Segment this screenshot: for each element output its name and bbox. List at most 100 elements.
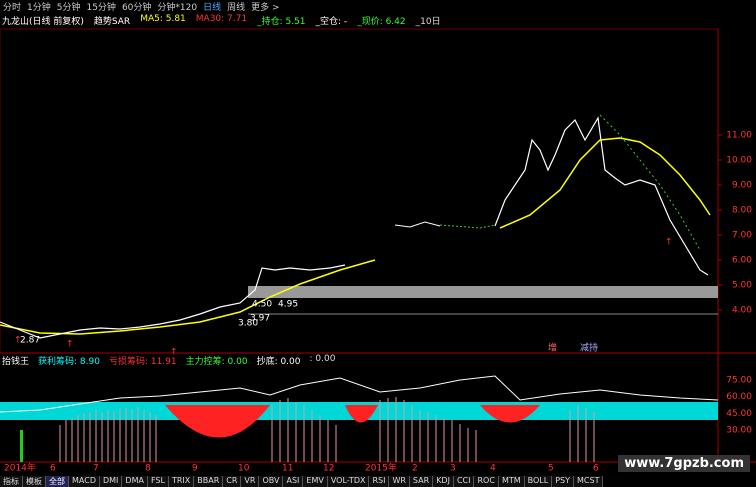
date-label: 8: [145, 464, 151, 474]
indicator-tab[interactable]: FSL: [147, 476, 169, 487]
indicator-tab[interactable]: 模板: [23, 476, 46, 487]
indicator-item: 主力控筹: 0.00: [185, 357, 248, 367]
date-label: 7: [93, 464, 99, 474]
indicator-tab[interactable]: OBV: [259, 476, 284, 487]
info-item: 趋势SAR: [93, 17, 131, 27]
info-item: MA5: 5.81: [140, 14, 186, 24]
y-tick-label: 10.00: [726, 156, 752, 166]
y-tick-label: 30.00: [726, 426, 752, 436]
y-tick-label: 4.00: [732, 306, 752, 316]
price-label: 3.80: [238, 319, 258, 329]
period-tab[interactable]: 15分钟: [86, 3, 116, 13]
indicator-item: 获利筹码: 8.90: [38, 357, 100, 367]
indicator-tab[interactable]: BBAR: [194, 476, 224, 487]
indicator-title: 抬钱王: [2, 357, 30, 367]
y-tick-label: 6.00: [732, 256, 752, 266]
indicator-bars: [59, 397, 595, 462]
indicator-tab[interactable]: SAR: [409, 476, 434, 487]
date-label: 5: [548, 464, 554, 474]
marker: 减持: [580, 342, 598, 354]
indicator-tab[interactable]: DMI: [99, 476, 123, 487]
indicator-item: 亏损筹码: 11.91: [108, 357, 177, 367]
indicator-tab[interactable]: CCI: [453, 476, 475, 487]
date-label: 2: [412, 464, 418, 474]
indicator-tab[interactable]: EMV: [303, 476, 328, 487]
date-label: 11: [282, 464, 293, 474]
arrow: ↑: [170, 348, 178, 358]
indicator-tab[interactable]: BOLL: [524, 476, 553, 487]
indicator-item: : 0.00: [309, 354, 336, 364]
chip-band: [248, 286, 718, 298]
marker: 增: [548, 342, 557, 354]
info-item: _持仓: 5.51: [257, 17, 306, 27]
date-label: 4: [490, 464, 496, 474]
indicator-tab[interactable]: ASI: [283, 476, 304, 487]
date-label: 2014年: [4, 462, 36, 474]
info-line: 九龙山(日线 前复权) 趋势SAR MA5: 5.81 MA30: 7.71 _持仓: …: [0, 14, 441, 27]
period-tab[interactable]: 更多 >: [251, 3, 280, 13]
y-tick-label: 45.00: [726, 409, 752, 419]
price-label: 4.95: [278, 300, 298, 310]
indicator-line: [0, 375, 719, 413]
info-item: _现价: 6.42: [357, 17, 406, 27]
indicator-tab[interactable]: MTM: [498, 476, 525, 487]
y-tick-label: 60.00: [726, 392, 752, 402]
price-label: 4.50: [252, 300, 272, 310]
arrow: ↑: [665, 238, 673, 248]
indicator-tab[interactable]: MCST: [574, 476, 604, 487]
date-label: 2015年: [365, 462, 397, 474]
watermark: www.7gpzb.com: [618, 455, 750, 472]
y-tick-label: 5.00: [732, 281, 752, 291]
date-label: 12: [323, 464, 334, 474]
period-tab[interactable]: 日线: [203, 3, 222, 13]
indicator-tab[interactable]: VOL-TDX: [327, 476, 370, 487]
indicator-tab[interactable]: 全部: [46, 476, 69, 487]
ma-line: [0, 259, 376, 335]
indicator-tab[interactable]: KDJ: [433, 476, 454, 487]
sar-line: [439, 224, 496, 229]
indicator-tab[interactable]: CR: [223, 476, 242, 487]
indicator-tab[interactable]: RSI: [369, 476, 390, 487]
y-tick-label: 11.00: [726, 131, 752, 141]
indicator-item: 抄底: 0.00: [256, 357, 301, 367]
indicator-tab[interactable]: MACD: [69, 476, 100, 487]
date-label: 6: [593, 464, 599, 474]
ma-line: [499, 137, 711, 229]
indicator-tab[interactable]: VR: [241, 476, 260, 487]
period-tab[interactable]: 5分钟: [56, 3, 81, 13]
info-item: _空仓: -: [315, 17, 348, 27]
sar-line: [599, 114, 701, 251]
stock-name: 九龙山(日线 前复权): [2, 17, 84, 27]
price-label: 3.97: [250, 314, 270, 324]
period-tab[interactable]: 分时: [3, 3, 22, 13]
price-frame: [0, 28, 719, 354]
indicator-tab[interactable]: DMA: [122, 476, 148, 487]
period-tabs: 分时 1分钟 5分钟 15分钟 60分钟 分钟*120 日线 周线 更多 >: [0, 0, 280, 13]
period-tab[interactable]: 分钟*120: [157, 3, 198, 13]
price-label: 2.87: [20, 336, 40, 346]
indicator-area: [165, 405, 540, 438]
indicator-tab[interactable]: ROC: [474, 476, 499, 487]
date-label: 6: [50, 464, 56, 474]
indicator-tab[interactable]: 指标: [0, 476, 23, 487]
indicator-tab[interactable]: TRIX: [168, 476, 195, 487]
price-line: [394, 221, 441, 228]
arrow: ↑: [14, 336, 22, 346]
price-line: [0, 264, 346, 339]
y-tick-label: 7.00: [732, 231, 752, 241]
indicator-tabs: 指标 模板 全部 MACD DMI DMA FSL TRIX BBAR CR VR OBV ASI EMV…: [0, 476, 604, 487]
indicator-tab[interactable]: WR: [389, 476, 410, 487]
indicator-tab[interactable]: PSY: [552, 476, 574, 487]
price-line: [494, 116, 709, 276]
period-tab[interactable]: 周线: [227, 3, 246, 13]
info-item: MA30: 7.71: [195, 14, 248, 24]
y-tick-label: 8.00: [732, 206, 752, 216]
date-label: 3: [450, 464, 456, 474]
period-tab[interactable]: 1分钟: [27, 3, 51, 13]
period-tab[interactable]: 60分钟: [121, 3, 152, 13]
info-item: _10日: [415, 17, 441, 27]
date-label: 10: [238, 464, 250, 474]
y-tick-label: 9.00: [732, 181, 752, 191]
